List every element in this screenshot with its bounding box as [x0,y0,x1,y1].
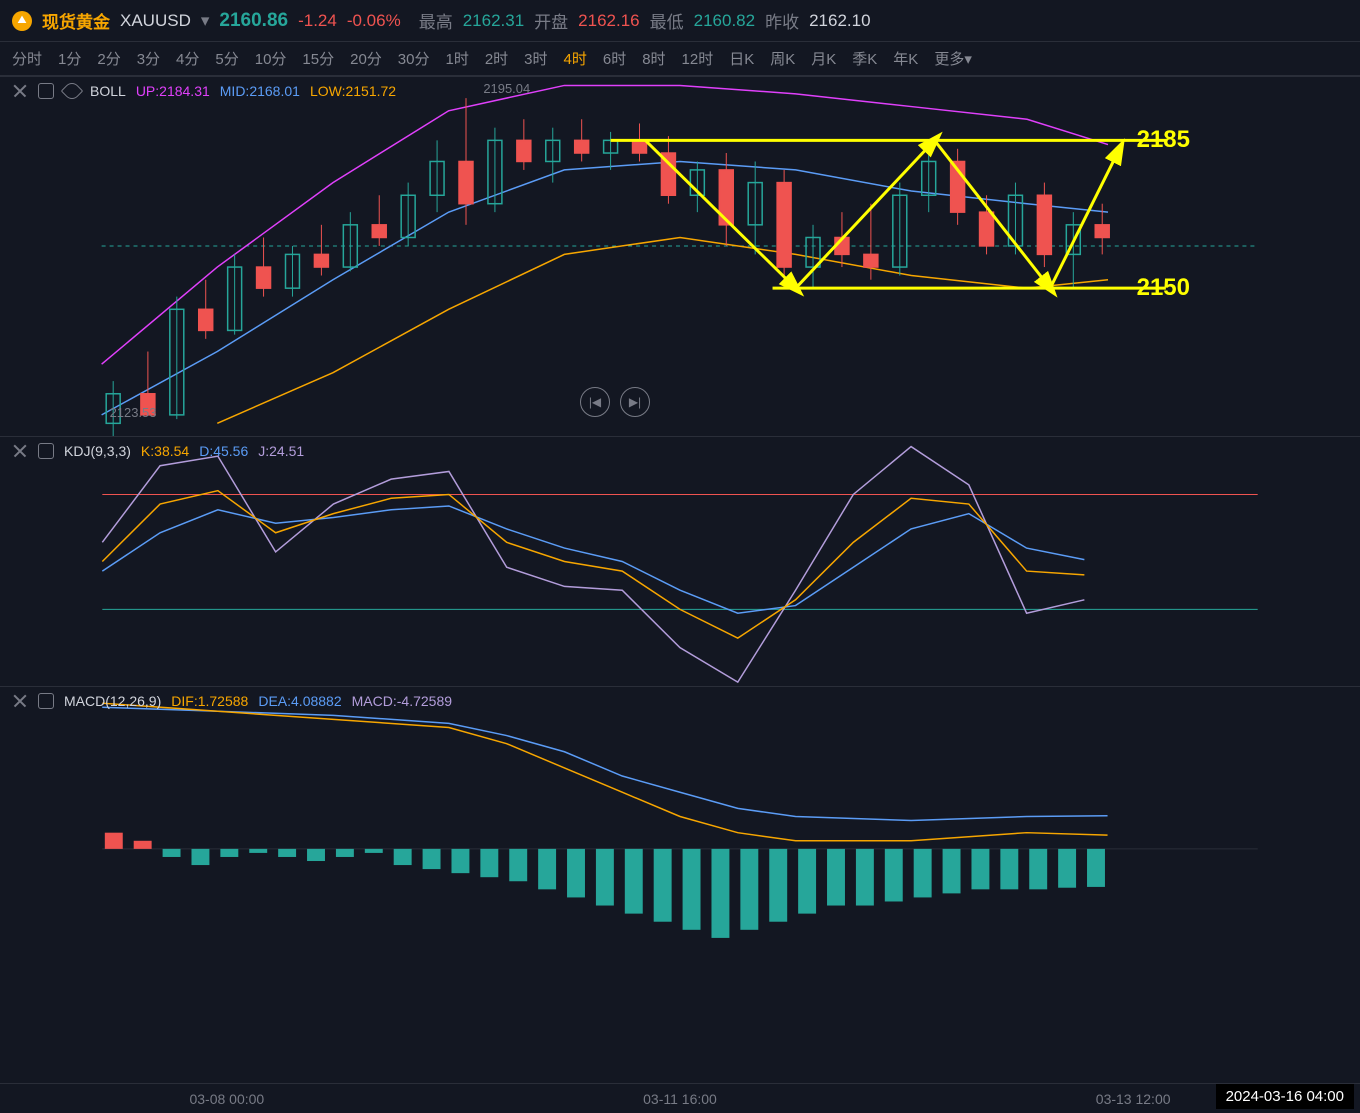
close-icon[interactable] [12,83,28,99]
last-price: 2160.86 [219,10,288,32]
xaxis-label: 03-08 00:00 [189,1091,264,1107]
symbol-header: ⛰ 现货黄金 XAUUSD ▾ 2160.86 -1.24 -0.06% 最高 … [0,0,1360,42]
nav-prev-icon[interactable]: |◀ [580,387,610,417]
timeframe-option[interactable]: 15分 [302,48,334,69]
timeframe-option[interactable]: 4时 [564,48,587,69]
time-axis: 03-08 00:00 03-11 16:00 03-13 12:00 2024… [0,1083,1360,1113]
timeframe-option[interactable]: 日K [729,48,754,69]
high-label: 最高 [419,8,453,33]
boll-up-label: UP:2184.31 [136,83,210,99]
timeframe-bar: 分时 1分 2分 3分 4分 5分 10分 15分 20分 30分 1时 2时 3时 4时 6时 8时 12时日… [0,42,1360,76]
macd-label: MACD(12,26,9) [64,693,161,709]
xaxis-label: 03-11 16:00 [643,1091,717,1107]
timeframe-option[interactable]: 20分 [350,48,382,69]
kdj-header: KDJ(9,3,3) K:38.54 D:45.56 J:24.51 [12,443,304,459]
open-label: 开盘 [534,8,568,33]
timeframe-option[interactable]: 月K [811,48,836,69]
prev-label: 昨收 [765,8,799,33]
svg-text:2123.53: 2123.53 [110,405,157,420]
close-icon[interactable] [12,693,28,709]
current-timestamp: 2024-03-16 04:00 [1216,1084,1354,1109]
timeframe-option[interactable]: 8时 [642,48,665,69]
boll-low-label: LOW:2151.72 [310,83,396,99]
xaxis-label: 03-13 12:00 [1096,1091,1171,1107]
macd-panel: MACD(12,26,9) DIF:1.72588 DEA:4.08882 MA… [0,686,1360,946]
close-icon[interactable] [12,443,28,459]
timeframe-option[interactable]: 分时 [12,48,42,69]
timeframe-option[interactable]: 6时 [603,48,626,69]
price-change: -1.24 [298,11,337,31]
kdj-panel: KDJ(9,3,3) K:38.54 D:45.56 J:24.51 [0,436,1360,686]
macd-dif: DIF:1.72588 [171,693,248,709]
kdj-label: KDJ(9,3,3) [64,443,131,459]
macd-dea: DEA:4.08882 [258,693,341,709]
timeframe-option[interactable]: 10分 [255,48,287,69]
timeframe-option[interactable]: 30分 [398,48,430,69]
price-change-pct: -0.06% [347,11,401,31]
timeframe-option[interactable]: 12时 [682,48,714,69]
timeframe-option[interactable]: 4分 [176,48,199,69]
macd-hist: MACD:-4.72589 [352,693,452,709]
macd-chart-svg[interactable] [0,687,1360,946]
timeframe-option[interactable]: 3时 [524,48,547,69]
timeframe-option[interactable]: 季K [852,48,877,69]
timeframe-option[interactable]: 年K [893,48,918,69]
prev-value: 2162.10 [809,11,870,31]
timeframe-option[interactable]: 5分 [215,48,238,69]
timeframe-option[interactable]: 1时 [445,48,468,69]
boll-mid-label: MID:2168.01 [220,83,300,99]
timeframe-option[interactable]: 3分 [137,48,160,69]
main-chart-panel: BOLL UP:2184.31 MID:2168.01 LOW:2151.72 … [0,76,1360,436]
open-value: 2162.16 [578,11,639,31]
kdj-k: K:38.54 [141,443,189,459]
timeframe-option[interactable]: 1分 [58,48,81,69]
svg-text:2195.04: 2195.04 [483,81,530,96]
symbol-name: 现货黄金 [42,8,110,33]
boll-label: BOLL [90,83,126,99]
settings-icon[interactable] [38,83,54,99]
low-value: 2160.82 [694,11,755,31]
timeframe-option[interactable]: 2分 [97,48,120,69]
kdj-chart-svg[interactable] [0,437,1360,686]
symbol-icon: ⛰ [12,11,32,31]
boll-header: BOLL UP:2184.31 MID:2168.01 LOW:2151.72 [12,83,396,99]
annotation-2185: 2185 [1137,126,1190,154]
timeframe-option[interactable]: 周K [770,48,795,69]
dropdown-icon[interactable]: ▾ [201,11,210,31]
high-value: 2162.31 [463,11,524,31]
macd-header: MACD(12,26,9) DIF:1.72588 DEA:4.08882 MA… [12,693,452,709]
timeframe-option[interactable]: 2时 [485,48,508,69]
settings-icon[interactable] [38,693,54,709]
kdj-j: J:24.51 [258,443,304,459]
symbol-code[interactable]: XAUUSD [120,11,191,31]
kdj-d: D:45.56 [199,443,248,459]
settings-icon[interactable] [38,443,54,459]
annotation-2150: 2150 [1137,274,1190,302]
nav-next-icon[interactable]: ▶| [620,387,650,417]
timeframe-option[interactable]: 更多▾ [934,48,972,69]
low-label: 最低 [650,8,684,33]
visibility-icon[interactable] [61,80,84,103]
